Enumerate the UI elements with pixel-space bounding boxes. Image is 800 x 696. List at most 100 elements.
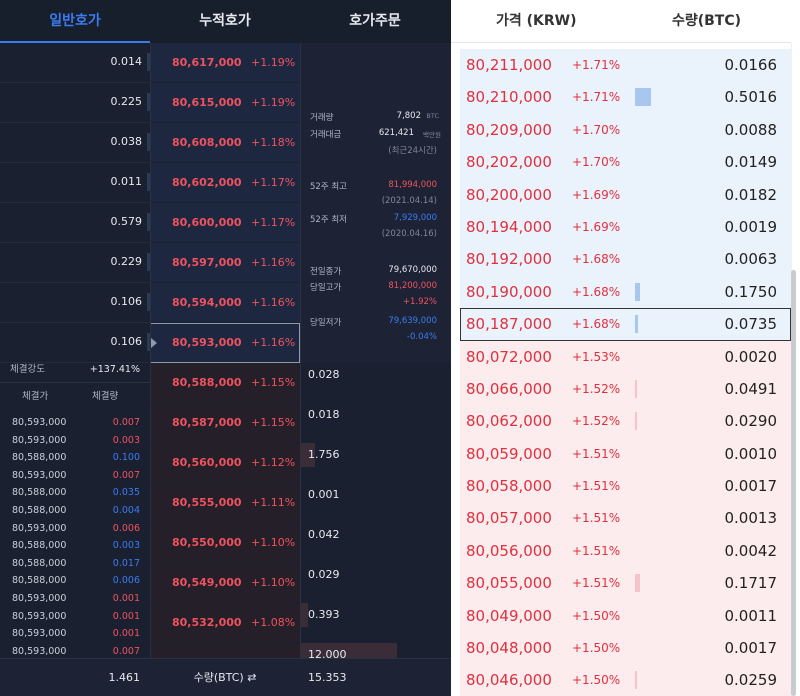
ask-quantity-row[interactable]: 0.011 bbox=[0, 163, 150, 203]
ask-quantity: 0.225 bbox=[110, 95, 143, 108]
price-row[interactable]: 80,549,000 +1.10% bbox=[150, 563, 300, 603]
trade-qty: 0.007 bbox=[112, 469, 140, 481]
orderbook-row[interactable]: 80,059,000 +1.51% 0.0010 bbox=[460, 437, 791, 471]
trade-qty: 0.006 bbox=[112, 522, 140, 534]
price-row[interactable]: 80,594,000 +1.16% bbox=[150, 283, 300, 323]
orderbook-row[interactable]: 80,056,000 +1.51% 0.0042 bbox=[460, 534, 791, 568]
high52-date: (2021.04.14) bbox=[381, 196, 437, 206]
change-rate: +1.51% bbox=[572, 543, 621, 558]
price-row[interactable]: 80,560,000 +1.12% bbox=[150, 443, 300, 483]
current-price-row[interactable]: 80,187,000 +1.68% 0.0735 bbox=[460, 308, 791, 341]
tab-cumulative-orderbook[interactable]: 누적호가 bbox=[199, 13, 251, 29]
price-row[interactable]: 80,588,000 +1.15% bbox=[150, 363, 300, 403]
price-row[interactable]: 80,587,000 +1.15% bbox=[150, 403, 300, 443]
trade-row: 80,588,000 0.006 bbox=[0, 572, 150, 590]
price-row[interactable]: 80,532,000 +1.08% bbox=[150, 603, 300, 643]
trade-list[interactable]: 80,593,000 0.007 80,593,000 0.003 80,588,000… bbox=[0, 414, 150, 658]
price-value: 80,192,000 bbox=[466, 250, 552, 269]
orderbook-row[interactable]: 80,211,000 +1.71% 0.0166 bbox=[460, 49, 791, 82]
bid-quantity-row[interactable]: 0.029 bbox=[300, 555, 451, 595]
qty-unit-toggle[interactable]: 수량(BTC) ⇄ bbox=[193, 671, 257, 684]
price-value: 80,200,000 bbox=[466, 185, 552, 204]
change-rate: +1.68% bbox=[572, 252, 621, 267]
price-row[interactable]: 80,600,000 +1.17% bbox=[150, 203, 300, 243]
volume-unit: BTC bbox=[426, 112, 439, 120]
price-row[interactable]: 80,608,000 +1.18% bbox=[150, 123, 300, 163]
ask-quantity-row[interactable]: 0.225 bbox=[0, 83, 150, 123]
trade-price: 80,588,000 bbox=[12, 452, 67, 464]
change-rate: +1.08% bbox=[251, 616, 296, 629]
column-divider bbox=[300, 43, 301, 658]
qty-btc-header: 수량(BTC) bbox=[671, 13, 741, 29]
bid-quantity: 0.001 bbox=[308, 488, 340, 501]
orderbook-row[interactable]: 80,190,000 +1.68% 0.1750 bbox=[460, 275, 791, 309]
quantity-value: 0.0011 bbox=[724, 606, 778, 625]
orderbook-row[interactable]: 80,066,000 +1.52% 0.0491 bbox=[460, 372, 791, 406]
day-low-rate: -0.04% bbox=[406, 332, 437, 342]
quantity-value: 0.1750 bbox=[724, 282, 778, 301]
ask-quantity-row[interactable]: 0.106 bbox=[0, 323, 150, 363]
trade-price: 80,588,000 bbox=[12, 557, 67, 569]
orderbook-row[interactable]: 80,058,000 +1.51% 0.0017 bbox=[460, 470, 791, 503]
orderbook-row[interactable]: 80,048,000 +1.50% 0.0017 bbox=[460, 632, 791, 665]
orderbook-row[interactable]: 80,055,000 +1.51% 0.1717 bbox=[460, 567, 791, 600]
orderbook-row[interactable]: 80,200,000 +1.69% 0.0182 bbox=[460, 178, 791, 211]
ask-quantity-column: 0.014 0.225 0.038 0.011 0.579 0.229 0.106 0.106 bbox=[0, 43, 150, 363]
price-row[interactable]: 80,602,000 +1.17% bbox=[150, 163, 300, 203]
change-rate: +1.50% bbox=[572, 673, 621, 688]
depth-bar bbox=[147, 173, 150, 191]
price-value: 80,048,000 bbox=[466, 639, 552, 658]
price-row[interactable]: 80,617,000 +1.19% bbox=[150, 43, 300, 83]
orderbook-row[interactable]: 80,046,000 +1.50% 0.0259 bbox=[460, 664, 791, 696]
market-info-panel: 거래량 7,802 BTC 거래대금 621,421 백만원 (최근24시간) … bbox=[300, 43, 451, 363]
trade-row: 80,588,000 0.035 bbox=[0, 484, 150, 502]
tab-general-orderbook[interactable]: 일반호가 bbox=[0, 0, 150, 43]
bid-quantity-row[interactable]: 0.018 bbox=[300, 395, 451, 435]
change-rate: +1.68% bbox=[572, 317, 621, 332]
price-row[interactable]: 80,555,000 +1.11% bbox=[150, 483, 300, 523]
price-value: 80,049,000 bbox=[466, 606, 552, 625]
high52-value: 81,994,000 bbox=[388, 180, 437, 190]
change-rate: +1.16% bbox=[251, 256, 296, 269]
bid-quantity-row[interactable]: 0.393 bbox=[300, 595, 451, 635]
ask-quantity-row[interactable]: 0.038 bbox=[0, 123, 150, 163]
ask-quantity-row[interactable]: 0.229 bbox=[0, 243, 150, 283]
orderbook-row[interactable]: 80,072,000 +1.53% 0.0020 bbox=[460, 340, 791, 373]
bid-quantity: 0.029 bbox=[308, 568, 340, 581]
depth-bar bbox=[147, 333, 150, 351]
price-value: 80,202,000 bbox=[466, 153, 552, 172]
ask-quantity-row[interactable]: 0.579 bbox=[0, 203, 150, 243]
scrollbar[interactable] bbox=[791, 270, 796, 696]
bid-quantity-row[interactable]: 0.042 bbox=[300, 515, 451, 555]
bid-quantity-row[interactable]: 1.756 bbox=[300, 435, 451, 475]
change-rate: +1.53% bbox=[572, 349, 621, 364]
orderbook-row[interactable]: 80,209,000 +1.70% 0.0088 bbox=[460, 113, 791, 147]
price-row[interactable]: 80,615,000 +1.19% bbox=[150, 83, 300, 123]
orderbook-row[interactable]: 80,057,000 +1.51% 0.0013 bbox=[460, 502, 791, 535]
change-rate: +1.69% bbox=[572, 219, 621, 234]
trade-qty: 0.003 bbox=[112, 434, 140, 446]
trade-qty: 0.006 bbox=[112, 575, 140, 587]
ask-quantity-row[interactable]: 0.014 bbox=[0, 43, 150, 83]
orderbook-row[interactable]: 80,194,000 +1.69% 0.0019 bbox=[460, 210, 791, 244]
orderbook-row[interactable]: 80,202,000 +1.70% 0.0149 bbox=[460, 146, 791, 179]
trade-qty: 0.003 bbox=[112, 540, 140, 552]
trade-qty: 0.001 bbox=[112, 592, 140, 604]
price-value: 80,594,000 bbox=[172, 296, 242, 309]
orderbook-row[interactable]: 80,210,000 +1.71% 0.5016 bbox=[460, 81, 791, 114]
bid-quantity-list: 0.028 0.018 1.756 0.001 0.042 0.029 0.393 12.00… bbox=[300, 355, 451, 675]
price-row[interactable]: 80,550,000 +1.10% bbox=[150, 523, 300, 563]
price-value: 80,608,000 bbox=[172, 136, 242, 149]
current-price-row[interactable]: 80,593,000 +1.16% bbox=[150, 323, 300, 363]
bid-quantity-row[interactable]: 0.001 bbox=[300, 475, 451, 515]
quantity-value: 0.0182 bbox=[724, 185, 778, 204]
trade-price: 80,588,000 bbox=[12, 575, 67, 587]
orderbook-row[interactable]: 80,062,000 +1.52% 0.0290 bbox=[460, 405, 791, 438]
ask-quantity-row[interactable]: 0.106 bbox=[0, 283, 150, 323]
orderbook-row[interactable]: 80,049,000 +1.50% 0.0011 bbox=[460, 599, 791, 633]
price-row[interactable]: 80,597,000 +1.16% bbox=[150, 243, 300, 283]
tab-orderbook-order[interactable]: 호가주문 bbox=[349, 13, 401, 29]
bid-quantity-row[interactable]: 0.028 bbox=[300, 355, 451, 395]
orderbook-row[interactable]: 80,192,000 +1.68% 0.0063 bbox=[460, 243, 791, 276]
amount-value: 621,421 bbox=[378, 128, 414, 138]
